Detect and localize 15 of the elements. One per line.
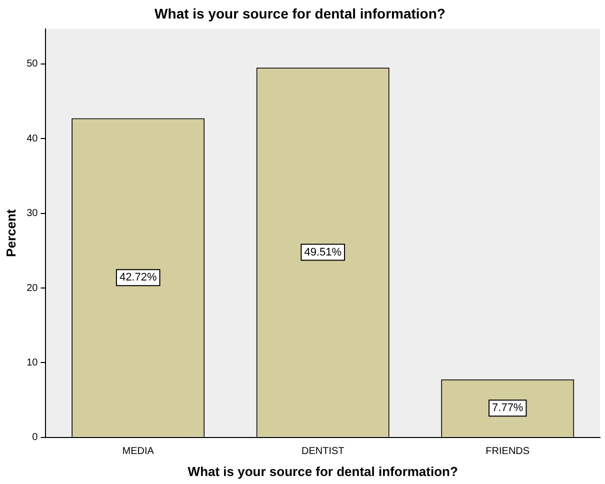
data-label: 49.51%	[304, 246, 342, 258]
y-tick-label: 0	[32, 432, 38, 444]
x-axis-title: What is your source for dental information?	[188, 464, 458, 479]
data-label: 7.77%	[492, 402, 524, 414]
x-tick-label: FRIENDS	[486, 446, 530, 458]
x-tick-label: MEDIA	[122, 446, 154, 458]
y-tick-label: 20	[26, 282, 38, 294]
x-tick-label: DENTIST	[301, 446, 344, 458]
y-tick-label: 50	[26, 58, 38, 70]
y-tick-label: 30	[26, 208, 38, 220]
y-tick-label: 10	[26, 357, 38, 368]
chart-title: What is your source for dental information?	[154, 5, 446, 22]
y-tick-label: 40	[26, 133, 38, 144]
data-label: 42.72%	[119, 272, 157, 284]
y-axis-title: Percent	[3, 208, 18, 257]
